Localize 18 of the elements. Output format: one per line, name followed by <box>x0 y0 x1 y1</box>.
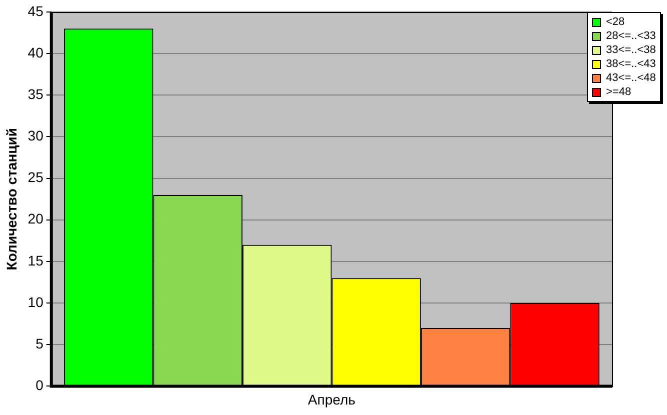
legend-label: 43<=..<48 <box>606 72 656 84</box>
legend-label: 28<=..<33 <box>606 30 656 42</box>
y-tick-label: 0 <box>36 377 44 394</box>
y-tick-label: 30 <box>28 128 44 144</box>
legend-label: 33<=..<38 <box>606 44 656 56</box>
legend-label: 38<=..<43 <box>606 58 656 70</box>
legend-label: >=48 <box>606 86 632 98</box>
legend-label: <28 <box>606 16 625 28</box>
y-tick-label: 25 <box>28 169 44 186</box>
y-tick-label: 35 <box>28 86 44 102</box>
x-tick-label: Апрель <box>308 391 356 408</box>
y-tick-label: 10 <box>28 294 44 310</box>
y-tick-label: 40 <box>28 44 44 60</box>
y-tick-label: 15 <box>28 252 44 268</box>
y-tick-label: 45 <box>28 2 44 19</box>
y-axis-title: Количество станций <box>3 128 20 270</box>
y-tick-label: 20 <box>28 210 44 227</box>
y-tick-label: 5 <box>36 335 44 352</box>
